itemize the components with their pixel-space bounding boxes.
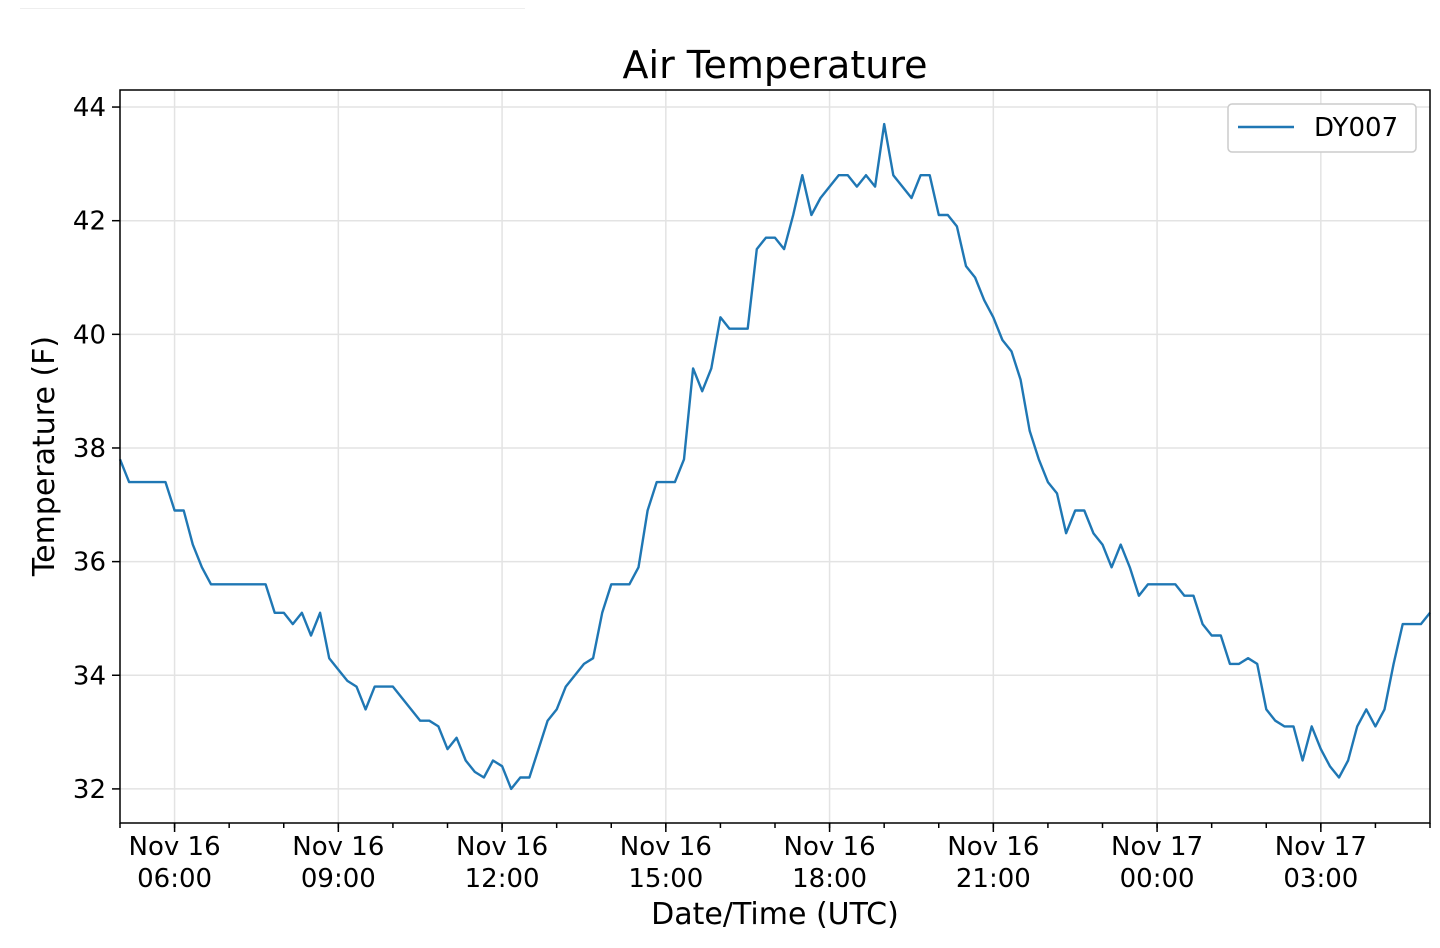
y-axis-label: Temperature (F) <box>27 336 62 577</box>
x-tick-label-date: Nov 17 <box>1275 832 1367 862</box>
x-tick-label-date: Nov 16 <box>292 832 384 862</box>
top-divider <box>20 8 525 9</box>
x-tick-label-time: 00:00 <box>1120 864 1195 894</box>
y-tick-label: 40 <box>73 320 106 350</box>
grid <box>120 90 1430 823</box>
x-tick-label-time: 18:00 <box>792 864 867 894</box>
series-layer <box>118 122 1431 791</box>
x-tick-label-time: 06:00 <box>137 864 212 894</box>
x-tick-label-date: Nov 16 <box>784 832 876 862</box>
x-tick-label-time: 09:00 <box>301 864 376 894</box>
y-tick-label: 42 <box>73 207 106 237</box>
chart-title: Air Temperature <box>623 43 928 87</box>
legend-label-dy007: DY007 <box>1314 113 1398 143</box>
y-tick-label: 32 <box>73 775 106 805</box>
x-tick-label-date: Nov 17 <box>1111 832 1203 862</box>
x-tick-label-date: Nov 16 <box>620 832 712 862</box>
x-tick-label-date: Nov 16 <box>129 832 221 862</box>
x-tick-label-date: Nov 16 <box>456 832 548 862</box>
series-line-dy007 <box>118 122 1431 791</box>
y-tick-label: 36 <box>73 548 106 578</box>
x-axis-label: Date/Time (UTC) <box>651 897 899 932</box>
x-tick-label-time: 12:00 <box>465 864 540 894</box>
legend-box <box>1227 103 1417 153</box>
x-tick-label-time: 15:00 <box>628 864 703 894</box>
x-tick-label-time: 21:00 <box>956 864 1031 894</box>
x-tick-label-date: Nov 16 <box>947 832 1039 862</box>
y-tick-label: 38 <box>73 434 106 464</box>
x-tick-label-time: 03:00 <box>1283 864 1358 894</box>
plot-frame <box>119 89 1431 824</box>
y-tick-label: 44 <box>73 93 106 123</box>
legend: DY007 <box>1227 103 1417 153</box>
y-tick-label: 34 <box>73 661 106 691</box>
